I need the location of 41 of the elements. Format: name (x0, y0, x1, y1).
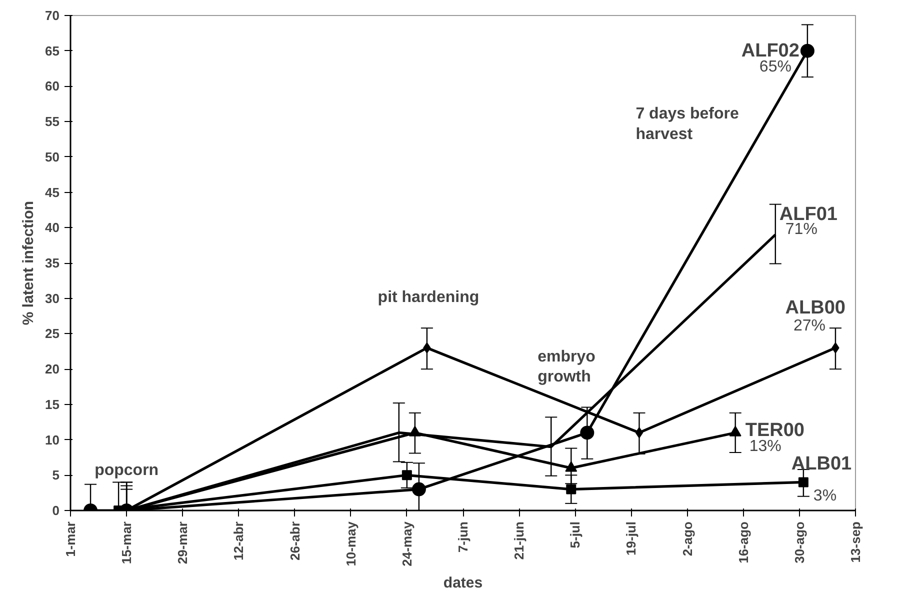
x-tick-label: 7-jun (456, 521, 470, 553)
x-axis-title: dates (443, 574, 483, 592)
x-tick-label: 13-sep (848, 521, 863, 563)
x-tick-label: 12-abr (231, 521, 246, 561)
annotation: 71% (785, 221, 818, 238)
annotation: popcorn (94, 462, 159, 479)
x-tick-label: 26-abr (287, 521, 302, 561)
annotation: 7 days before harvest (636, 106, 739, 144)
y-tick-label: 30 (45, 290, 60, 306)
y-axis-title: % latent infection (20, 200, 38, 326)
x-tick-label: 10-may (343, 520, 358, 566)
series-label: ALB00 (785, 297, 846, 318)
x-tick-label: 29-mar (175, 521, 190, 564)
y-tick-label: 20 (45, 362, 60, 377)
y-tick-label: 35 (45, 256, 60, 270)
y-tick-label: 55 (45, 114, 60, 130)
y-tick-label: 25 (45, 326, 60, 342)
y-tick-label: 5 (52, 468, 60, 483)
y-tick-label: 60 (45, 78, 60, 94)
y-tick-label: 15 (45, 396, 60, 412)
x-tick-label: 5-jul (568, 521, 583, 548)
y-tick-label: 70 (45, 8, 60, 23)
x-tick-label: 30-ago (792, 521, 807, 564)
x-tick-label: 21-jun (512, 521, 527, 560)
series-label: ALB01 (791, 454, 852, 475)
y-tick-label: 65 (45, 43, 60, 58)
x-tick-label: 15-mar (119, 521, 134, 564)
annotation: embryo growth (538, 348, 596, 386)
y-tick-label: 50 (45, 149, 60, 164)
x-tick-label: 24-may (399, 520, 414, 566)
x-tick-label: 2-ago (680, 521, 695, 556)
annotation: 27% (793, 317, 826, 334)
annotation: 3% (813, 488, 837, 505)
y-tick-label: 40 (45, 220, 60, 236)
x-tick-label: 19-jul (624, 521, 639, 556)
annotation: pit hardening (378, 289, 480, 306)
x-tick-label: 1-mar (63, 521, 78, 557)
y-tick-label: 45 (45, 184, 60, 200)
y-tick-label: 10 (45, 432, 60, 448)
y-tick-label: 0 (52, 503, 60, 518)
x-tick-label: 16-ago (736, 521, 751, 564)
